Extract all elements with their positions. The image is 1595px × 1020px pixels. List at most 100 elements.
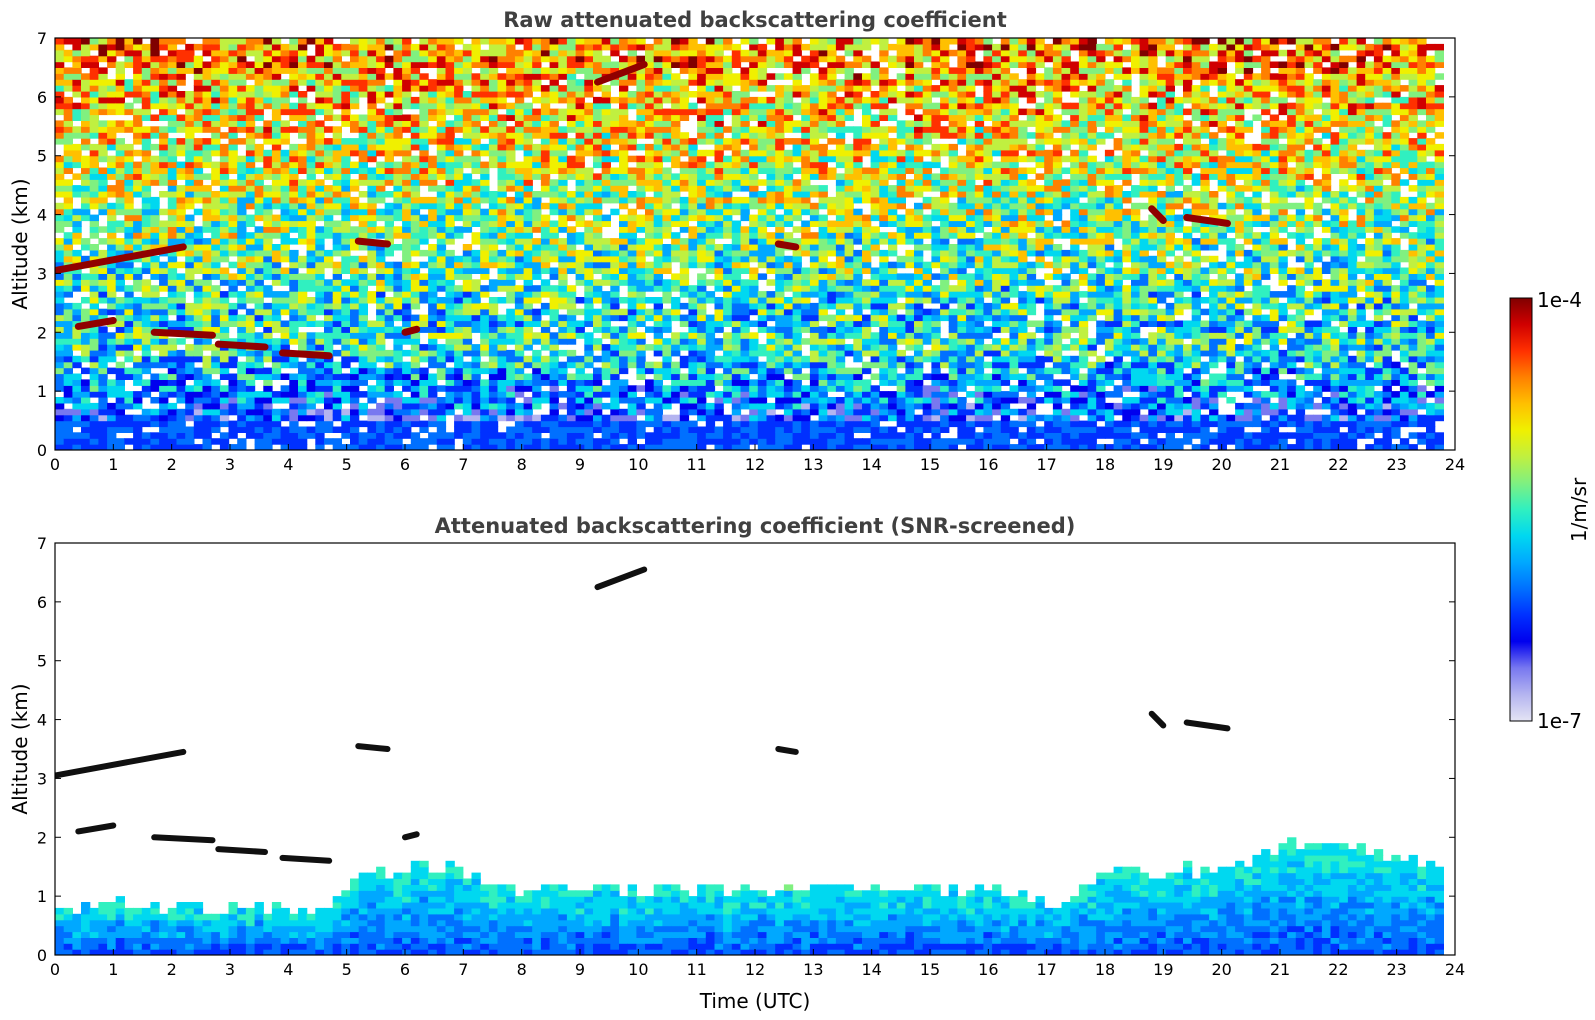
heatmap-cell (263, 173, 273, 180)
heatmap-cell (237, 408, 247, 416)
heatmap-cell (185, 91, 195, 98)
heatmap-cell (193, 191, 204, 198)
heatmap-cell (671, 373, 681, 380)
heatmap-cell (211, 361, 221, 369)
heatmap-cell (514, 391, 525, 398)
heatmap-cell (471, 167, 481, 174)
heatmap-cell (610, 408, 620, 416)
heatmap-cell (436, 373, 447, 380)
heatmap-cell (245, 214, 256, 222)
heatmap-cell (298, 285, 308, 292)
heatmap-cell (63, 320, 73, 327)
heatmap-cell (532, 414, 542, 422)
heatmap-cell (237, 155, 247, 163)
heatmap-cell (55, 373, 65, 380)
heatmap-cell (185, 126, 195, 133)
heatmap-cell (549, 302, 559, 310)
heatmap-cell (271, 73, 282, 80)
heatmap-cell (540, 49, 551, 57)
heatmap-cell (428, 43, 438, 51)
heatmap-cell (228, 349, 238, 357)
heatmap-cell (89, 67, 99, 74)
heatmap-cell (480, 444, 490, 450)
heatmap-cell (714, 149, 724, 157)
heatmap-cell (306, 367, 316, 375)
heatmap-cell (601, 96, 611, 104)
heatmap-cell (488, 373, 499, 380)
heatmap-cell (245, 397, 256, 404)
heatmap-cell (384, 267, 394, 274)
heatmap-cell (671, 297, 681, 304)
heatmap-cell (384, 91, 394, 98)
heatmap-cell (428, 208, 438, 216)
heatmap-cell (610, 61, 620, 68)
heatmap-cell (159, 373, 169, 380)
heatmap-cell (540, 302, 551, 310)
heatmap-cell (350, 391, 360, 398)
heatmap-cell (115, 385, 125, 392)
heatmap-cell (341, 173, 351, 180)
heatmap-cell (89, 361, 99, 369)
heatmap-cell (523, 273, 533, 280)
heatmap-cell (315, 320, 325, 327)
heatmap-cell (98, 149, 108, 157)
heatmap-cell (514, 126, 525, 133)
heatmap-cell (645, 438, 655, 445)
heatmap-cell (376, 385, 386, 392)
heatmap-cell (593, 126, 603, 133)
heatmap-cell (193, 161, 204, 169)
heatmap-cell (185, 426, 195, 433)
heatmap-cell (332, 143, 342, 151)
heatmap-cell (419, 402, 429, 410)
heatmap-cell (575, 320, 585, 327)
heatmap-cell (306, 108, 316, 116)
heatmap-cell (228, 208, 238, 216)
heatmap-cell (219, 397, 230, 404)
heatmap-cell (697, 196, 707, 204)
heatmap-cell (471, 291, 481, 298)
heatmap-cell (532, 61, 542, 68)
heatmap-cell (653, 232, 663, 239)
heatmap-cell (575, 267, 585, 274)
heatmap-cell (671, 185, 681, 192)
heatmap-cell (506, 202, 516, 210)
heatmap-cell (714, 120, 724, 127)
heatmap-cell (610, 361, 620, 369)
heatmap-cell (315, 267, 325, 274)
heatmap-cell (245, 126, 256, 133)
heatmap-cell (280, 249, 290, 257)
heatmap-cell (332, 173, 342, 180)
heatmap-cell (749, 238, 759, 245)
heatmap-cell (402, 232, 412, 239)
heatmap-cell (89, 73, 99, 80)
heatmap-cell (445, 126, 455, 133)
heatmap-cell (653, 261, 663, 269)
heatmap-cell (81, 379, 91, 386)
heatmap-cell (289, 391, 299, 398)
heatmap-cell (341, 320, 351, 327)
heatmap-cell (245, 196, 256, 204)
heatmap-cell (315, 149, 325, 157)
heatmap-cell (436, 432, 447, 439)
heatmap-cell (298, 414, 308, 422)
heatmap-cell (679, 397, 690, 404)
heatmap-cell (141, 344, 152, 351)
heatmap-cell (124, 102, 134, 110)
heatmap-cell (237, 185, 247, 192)
heatmap-cell (141, 67, 152, 74)
heatmap-cell (211, 238, 221, 245)
heatmap-cell (159, 361, 169, 369)
heatmap-cell (645, 161, 655, 169)
heatmap-cell (506, 185, 516, 192)
heatmap-cell (167, 379, 178, 386)
heatmap-cell (419, 391, 429, 398)
heatmap-cell (575, 61, 585, 68)
heatmap-cell (714, 261, 724, 269)
heatmap-cell (480, 208, 490, 216)
heatmap-cell (202, 326, 212, 333)
heatmap-cell (523, 408, 533, 416)
heatmap-cell (298, 385, 308, 392)
heatmap-cell (731, 261, 742, 269)
heatmap-cell (63, 179, 73, 186)
heatmap-cell (124, 91, 134, 98)
